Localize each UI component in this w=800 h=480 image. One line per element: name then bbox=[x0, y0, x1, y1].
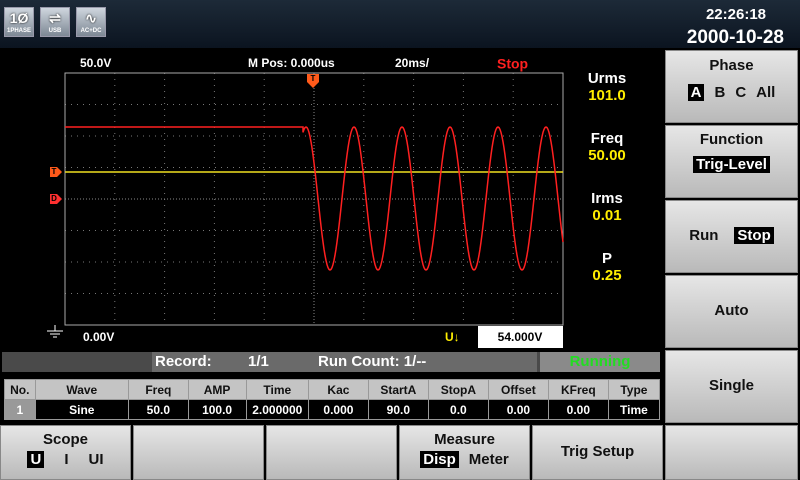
channel-marker: D bbox=[51, 194, 57, 203]
reading-value: 101.0 bbox=[588, 87, 626, 104]
button-title: Phase bbox=[709, 57, 754, 74]
function-button[interactable]: Function Trig-Level bbox=[665, 125, 798, 198]
reading: Freq 50.00 bbox=[572, 130, 642, 164]
run-state: Stop bbox=[497, 56, 528, 72]
time-div: 20ms/ bbox=[395, 56, 430, 70]
record-label: Record: bbox=[155, 353, 212, 370]
reading-value: 0.25 bbox=[592, 267, 622, 284]
column-header: Freq bbox=[128, 379, 189, 400]
reading: Urms 101.0 bbox=[572, 70, 642, 104]
trigger-source: U↓ bbox=[445, 330, 460, 344]
column-header: Offset bbox=[487, 379, 549, 400]
m-pos: M Pos: 0.000us bbox=[248, 56, 335, 70]
cell: 50.0 bbox=[128, 399, 189, 420]
date: 2000-10-28 bbox=[686, 27, 784, 48]
option[interactable]: Meter bbox=[468, 451, 509, 468]
record-bar: Record: 1/1 Run Count: 1/-- Running bbox=[2, 352, 660, 372]
cell: 0.0 bbox=[427, 399, 489, 420]
phase-icon: 1Ø 1PHASE bbox=[4, 7, 34, 37]
cell: Sine bbox=[34, 399, 130, 420]
status-bar: 1Ø 1PHASE ⇌ USB ∿ AC+DC 22:26:18 2000-10-28 bbox=[0, 0, 800, 48]
parameter-table: No. Wave Freq AMP Time Kac StartA StopA Offset KF… bbox=[4, 379, 661, 420]
run-count: Run Count: 1/-- bbox=[318, 353, 427, 370]
button-title: Trig Setup bbox=[560, 443, 635, 460]
option[interactable]: A bbox=[687, 84, 705, 101]
trigger-marker: T bbox=[311, 74, 316, 83]
usb-label: USB bbox=[48, 28, 62, 34]
column-header: Time bbox=[245, 379, 310, 400]
reading-label: Urms bbox=[587, 70, 627, 87]
column-header: Kac bbox=[308, 379, 369, 400]
cell: 0.000 bbox=[308, 399, 369, 420]
cell: 100.0 bbox=[187, 399, 247, 420]
cell: Time bbox=[607, 399, 661, 420]
option[interactable]: I bbox=[64, 451, 69, 468]
button-title: Single bbox=[708, 377, 754, 394]
option[interactable]: B bbox=[714, 84, 726, 101]
column-header: StopA bbox=[427, 379, 489, 400]
button-title: Auto bbox=[714, 302, 749, 319]
level-marker: T bbox=[52, 167, 57, 176]
button-title: Measure bbox=[434, 431, 495, 448]
button-title: Scope bbox=[42, 431, 88, 448]
option[interactable]: UI bbox=[88, 451, 104, 468]
acdc-icon: ∿ AC+DC bbox=[76, 7, 106, 37]
scope-button[interactable]: Scope U I UI bbox=[0, 425, 131, 480]
phase-label: 1PHASE bbox=[6, 28, 31, 34]
grid-frame bbox=[64, 72, 564, 326]
record: 1/1 bbox=[248, 353, 269, 370]
column-header: StartA bbox=[367, 379, 429, 400]
option[interactable]: Disp bbox=[420, 451, 459, 468]
single-button[interactable]: Single bbox=[665, 350, 798, 423]
scope-display: 50.0V M Pos: 0.000us 20ms/ Stop T T D 0.… bbox=[47, 56, 564, 348]
reading-label: P bbox=[601, 250, 612, 267]
trigger-marker-shape bbox=[307, 74, 319, 88]
acdc-label: AC+DC bbox=[80, 28, 102, 34]
option[interactable]: All bbox=[756, 84, 776, 101]
run-status: Running bbox=[569, 353, 631, 370]
column-header: AMP bbox=[187, 379, 247, 400]
reading: P 0.25 bbox=[572, 250, 642, 284]
empty-button[interactable] bbox=[266, 425, 397, 480]
channel-marker-shape bbox=[50, 194, 62, 204]
empty-button[interactable] bbox=[133, 425, 264, 480]
trig-setup-button[interactable]: Trig Setup bbox=[532, 425, 663, 480]
column-header: No. bbox=[4, 379, 36, 400]
cell: 90.0 bbox=[367, 399, 429, 420]
cell: 0.00 bbox=[487, 399, 549, 420]
option[interactable]: Stop bbox=[734, 227, 774, 244]
usb-icon: ⇌ USB bbox=[40, 7, 70, 37]
volts-div: 50.0V bbox=[80, 56, 111, 70]
trigger-level: 54.000V bbox=[498, 330, 543, 344]
waveform bbox=[65, 126, 564, 271]
reading-value: 50.00 bbox=[588, 147, 626, 164]
cell: 1 bbox=[4, 399, 36, 420]
column-header: KFreq bbox=[547, 379, 609, 400]
level-marker-shape bbox=[50, 167, 62, 177]
option[interactable]: Run bbox=[689, 227, 719, 244]
cell: 0.00 bbox=[547, 399, 609, 420]
empty-button[interactable] bbox=[665, 425, 798, 480]
option[interactable]: Trig-Level bbox=[693, 156, 770, 173]
ground-symbol bbox=[47, 325, 63, 338]
option[interactable]: U bbox=[27, 451, 45, 468]
run-stop-button[interactable]: Run Stop bbox=[665, 200, 798, 273]
reading-label: Freq bbox=[590, 130, 624, 147]
reading: Irms 0.01 bbox=[572, 190, 642, 224]
column-header: Wave bbox=[34, 379, 130, 400]
auto-button[interactable]: Auto bbox=[665, 275, 798, 348]
cell: 2.000000 bbox=[245, 399, 310, 420]
reading-value: 0.01 bbox=[592, 207, 622, 224]
button-title: Function bbox=[699, 131, 764, 148]
measure-button[interactable]: Measure Disp Meter bbox=[399, 425, 530, 480]
time: 22:26:18 bbox=[705, 6, 766, 23]
phase-icon-text: 1Ø bbox=[9, 10, 29, 26]
column-header: Type bbox=[607, 379, 661, 400]
reading-label: Irms bbox=[591, 190, 623, 207]
option[interactable]: C bbox=[735, 84, 747, 101]
phase-button[interactable]: Phase A B C All bbox=[665, 50, 798, 123]
trigger-level-box bbox=[478, 326, 563, 348]
offset: 0.00V bbox=[83, 330, 114, 344]
